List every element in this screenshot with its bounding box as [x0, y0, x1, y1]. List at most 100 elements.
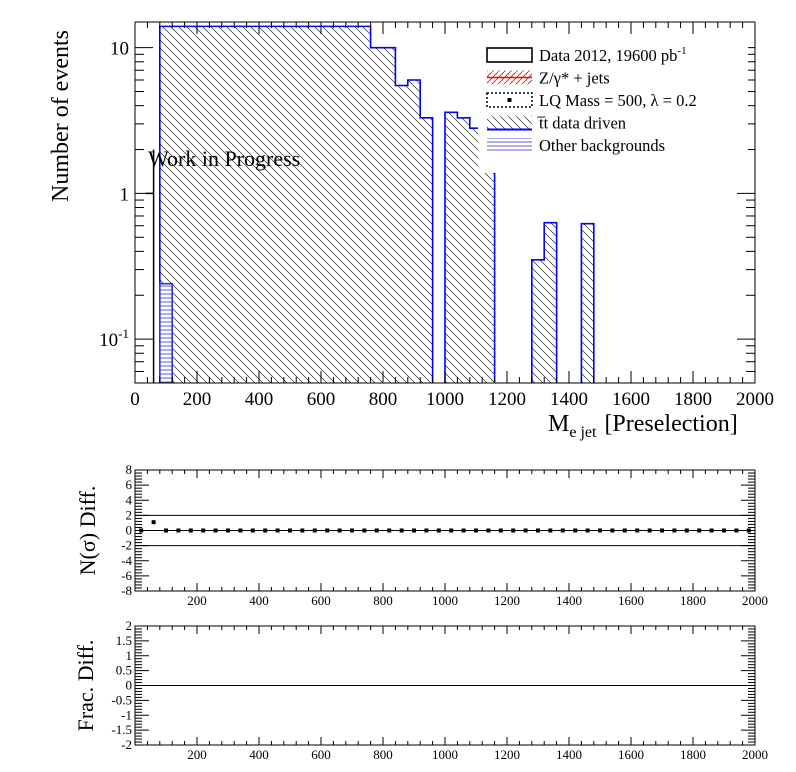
nsigma-point-24 [436, 528, 441, 533]
nsigma-point-16 [337, 528, 342, 533]
fracdiff-ytick-label-4: 0 [126, 678, 133, 693]
fracdiff-ytick-label-6: 1 [126, 648, 133, 663]
nsigma-point-6 [213, 528, 218, 533]
nsigma-point-20 [387, 528, 392, 533]
fracdiff-xtick-label-1: 400 [249, 747, 269, 762]
nsigma-ylabel: N(σ) Diff. [75, 486, 100, 576]
main-xtick-label-0: 0 [130, 389, 140, 410]
fracdiff-xtick-label-7: 1600 [618, 747, 644, 762]
nsigma-ytick-label-3: -2 [121, 538, 132, 553]
main-ytick-label-1: 1 [120, 184, 130, 205]
nsigma-point-14 [312, 528, 317, 533]
nsigma-point-44 [684, 528, 689, 533]
hist-outline-0 [159, 25, 595, 383]
nsigma-point-15 [325, 528, 330, 533]
fracdiff-xtick-label-4: 1000 [432, 747, 458, 762]
nsigma-point-48 [734, 528, 739, 533]
legend: Data 2012, 19600 pb-1 Z/γ* + jets LQ Mass … [478, 40, 748, 173]
main-xtick-label-6: 1200 [488, 389, 526, 410]
nsigma-point-7 [226, 528, 230, 533]
nsigma-point-13 [300, 528, 305, 533]
nsigma-point-40 [635, 528, 640, 533]
hist-outline-1 [159, 282, 173, 383]
nsigma-point-47 [722, 528, 726, 533]
nsigma-point-11 [275, 528, 280, 533]
fracdiff-ytick-label-3: -0.5 [111, 692, 132, 707]
nsigma-point-32 [536, 528, 540, 533]
fracdiff-xtick-label-3: 800 [373, 747, 393, 762]
legend-label-3: t̅t data driven [536, 114, 626, 133]
nsigma-point-9 [250, 528, 255, 533]
hist-bin-0-0 [159, 26, 371, 384]
hist-bin-0-8 [482, 128, 495, 383]
nsigma-point-25 [449, 528, 454, 533]
nsigma-point-29 [498, 528, 503, 533]
legend-label-2: LQ Mass = 500, λ = 0.2 [539, 91, 697, 110]
nsigma-point-23 [424, 528, 429, 533]
nsigma-point-26 [461, 528, 466, 533]
fracdiff-ytick-label-2: -1 [121, 707, 132, 722]
nsigma-point-33 [548, 528, 553, 533]
fracdiff-ytick-label-0: -2 [121, 737, 132, 752]
legend-label-1: Z/γ* + jets [539, 69, 610, 88]
nsigma-point-39 [622, 528, 627, 533]
nsigma-point-17 [350, 528, 354, 533]
nsigma-point-38 [610, 528, 615, 533]
nsigma-point-42 [660, 528, 664, 533]
main-xtick-label-4: 800 [369, 389, 398, 410]
nsigma-point-19 [374, 528, 379, 533]
legend-label-0: Data 2012, 19600 pb-1 [539, 45, 687, 65]
legend-marker-data [486, 47, 533, 63]
main-ytick-label-2: 10-1 [99, 326, 129, 351]
hist-bin-0-2 [395, 85, 408, 383]
main-ytick-label-0: 10 [110, 39, 129, 60]
nsigma-point-36 [585, 528, 590, 533]
legend-marker-lq-dot [507, 98, 512, 102]
hist-bin-0-1 [370, 47, 396, 384]
fracdiff-ytick-label-7: 1.5 [116, 633, 132, 648]
hist-bin-0-4 [420, 117, 433, 383]
fracdiff-xtick-label-8: 1800 [680, 747, 706, 762]
nsigma-point-34 [560, 528, 565, 533]
nsigma-xtick-label-6: 1400 [556, 593, 582, 608]
nsigma-ytick-label-1: -6 [121, 568, 132, 583]
nsigma-point-12 [288, 528, 292, 533]
legend-marker-ttbar [487, 115, 532, 130]
legend-marker-other [487, 138, 532, 152]
nsigma-point-1 [151, 520, 156, 525]
nsigma-point-27 [474, 528, 478, 533]
fracdiff-xtick-label-9: 2000 [742, 747, 768, 762]
nsigma-xtick-label-3: 800 [373, 593, 393, 608]
nsigma-ytick-label-4: 0 [126, 523, 133, 538]
nsigma-ytick-label-0: -8 [121, 583, 132, 598]
nsigma-point-21 [399, 528, 404, 533]
nsigma-point-41 [647, 528, 652, 533]
fracdiff-xtick-label-6: 1400 [556, 747, 582, 762]
nsigma-panel: 200 400 600 800 1000 1200 1400 1600 1800 2000 -8-6… [75, 462, 768, 608]
fracdiff-panel: 200 400 600 800 1000 1200 1400 1600 1800 2000-2-1… [73, 618, 768, 762]
fracdiff-xtick-label-5: 1200 [494, 747, 520, 762]
nsigma-xtick-label-8: 1800 [680, 593, 706, 608]
main-xtick-label-5: 1000 [426, 389, 464, 410]
legend-label-4: Other backgrounds [539, 136, 665, 155]
work-in-progress-label: Work in Progress [148, 146, 300, 171]
nsigma-xtick-label-0: 200 [187, 593, 207, 608]
nsigma-point-22 [412, 528, 416, 533]
nsigma-xtick-label-1: 400 [249, 593, 269, 608]
nsigma-point-18 [362, 528, 367, 533]
fracdiff-xtick-label-2: 600 [311, 747, 331, 762]
nsigma-xtick-label-5: 1200 [494, 593, 520, 608]
fracdiff-ytick-label-1: -1.5 [111, 722, 132, 737]
nsigma-point-28 [486, 528, 491, 533]
nsigma-point-10 [263, 528, 268, 533]
fracdiff-ylabel: Frac. Diff. [73, 640, 98, 732]
nsigma-point-3 [176, 528, 181, 533]
nsigma-xtick-label-2: 600 [311, 593, 331, 608]
main-panel: 0 200 400 600 800 1000 1200 1400 1600 1800 2000 10 1… [48, 21, 774, 441]
nsigma-point-46 [709, 528, 714, 533]
main-xtick-label-3: 600 [307, 389, 336, 410]
nsigma-xtick-label-4: 1000 [432, 593, 458, 608]
hist-bin-0-3 [407, 79, 421, 384]
